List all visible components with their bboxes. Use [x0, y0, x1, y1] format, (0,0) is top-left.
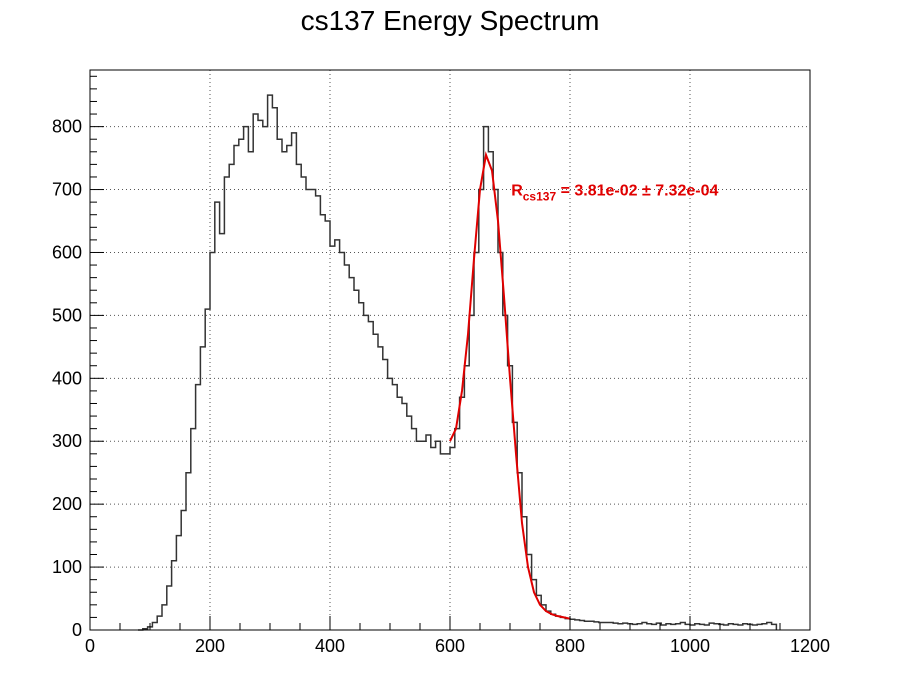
histogram-series — [138, 94, 778, 631]
y-tick-label: 0 — [72, 620, 82, 640]
y-tick-label: 800 — [52, 117, 82, 137]
y-tick-label: 100 — [52, 557, 82, 577]
fit-result-label: Rcs137 = 3.81e-02 ± 7.32e-04 — [511, 183, 718, 204]
x-tick-label: 200 — [195, 636, 225, 656]
x-tick-label: 1000 — [670, 636, 710, 656]
fit-line — [449, 151, 571, 620]
chart-title: cs137 Energy Spectrum — [301, 5, 600, 36]
fit-label-subscript: cs137 — [523, 190, 557, 204]
x-tick-label: 1200 — [790, 636, 830, 656]
x-tick-label: 800 — [555, 636, 585, 656]
axes: 0 200 400 600 800 1000 1200 0 100 200 300 400 500 600… — [52, 75, 830, 656]
y-tick-label: 400 — [52, 368, 82, 388]
x-tick-label: 400 — [315, 636, 345, 656]
fit-label-value: = 3.81e-02 ± 7.32e-04 — [556, 183, 718, 200]
y-tick-label: 600 — [52, 242, 82, 262]
y-tick-label: 300 — [52, 431, 82, 451]
x-tick-label: 600 — [435, 636, 465, 656]
y-tick-label: 700 — [52, 180, 82, 200]
y-tick-label: 500 — [52, 305, 82, 325]
y-tick-label: 200 — [52, 494, 82, 514]
fit-curve-series — [449, 151, 571, 620]
grid-lines — [90, 70, 810, 630]
x-tick-label: 0 — [85, 636, 95, 656]
fit-label-main: R — [511, 183, 523, 200]
histogram-line — [138, 94, 778, 631]
